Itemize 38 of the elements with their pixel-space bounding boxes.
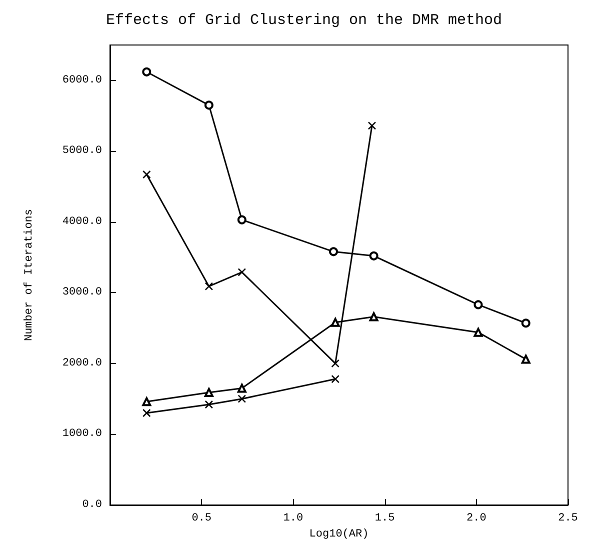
point: [331, 374, 340, 384]
chart-title: Effects of Grid Clustering on the DMR method: [106, 12, 502, 29]
y-tick-label: 3000.0: [62, 286, 102, 299]
point: [368, 122, 376, 130]
point: [331, 359, 340, 368]
y-tick-label: 6000.0: [62, 74, 102, 86]
x-tick-label: 2.0: [466, 512, 486, 524]
point: [330, 318, 340, 327]
x-tick-label: 1.0: [283, 512, 304, 524]
point: [204, 282, 214, 290]
point: [204, 400, 214, 409]
point: [142, 67, 152, 76]
point: [369, 312, 378, 322]
point: [142, 170, 151, 179]
point: [329, 247, 338, 256]
x-tick-label: 0.5: [192, 512, 212, 524]
y-tick-label: 0.0: [82, 499, 102, 511]
y-tick-label: 1000.0: [62, 428, 102, 440]
point: [521, 354, 530, 364]
y-tick-label: 2000.0: [62, 357, 102, 370]
point: [237, 384, 246, 393]
y-axis-title: Number of Iterations: [24, 208, 36, 342]
point: [142, 397, 152, 406]
point: [238, 394, 246, 403]
x-tick-label: 1.5: [374, 512, 395, 524]
point: [474, 300, 483, 310]
x-axis-title: Log10(AR): [309, 528, 369, 540]
x-tick-label: 2.5: [558, 512, 578, 524]
point: [142, 408, 151, 418]
point: [204, 100, 214, 110]
y-tick-label: 5000.0: [62, 145, 102, 158]
point: [204, 388, 214, 397]
point: [237, 215, 246, 224]
point: [238, 268, 246, 276]
point: [474, 328, 483, 337]
point: [521, 318, 530, 328]
y-tick-label: 4000.0: [62, 216, 102, 228]
point: [369, 251, 378, 260]
